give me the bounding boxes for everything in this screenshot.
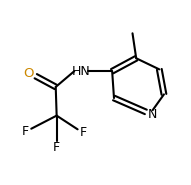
Text: O: O <box>24 67 34 80</box>
Text: F: F <box>80 126 87 139</box>
Text: F: F <box>53 141 60 154</box>
Text: N: N <box>148 108 158 121</box>
Text: HN: HN <box>71 65 90 78</box>
Text: F: F <box>22 125 29 138</box>
